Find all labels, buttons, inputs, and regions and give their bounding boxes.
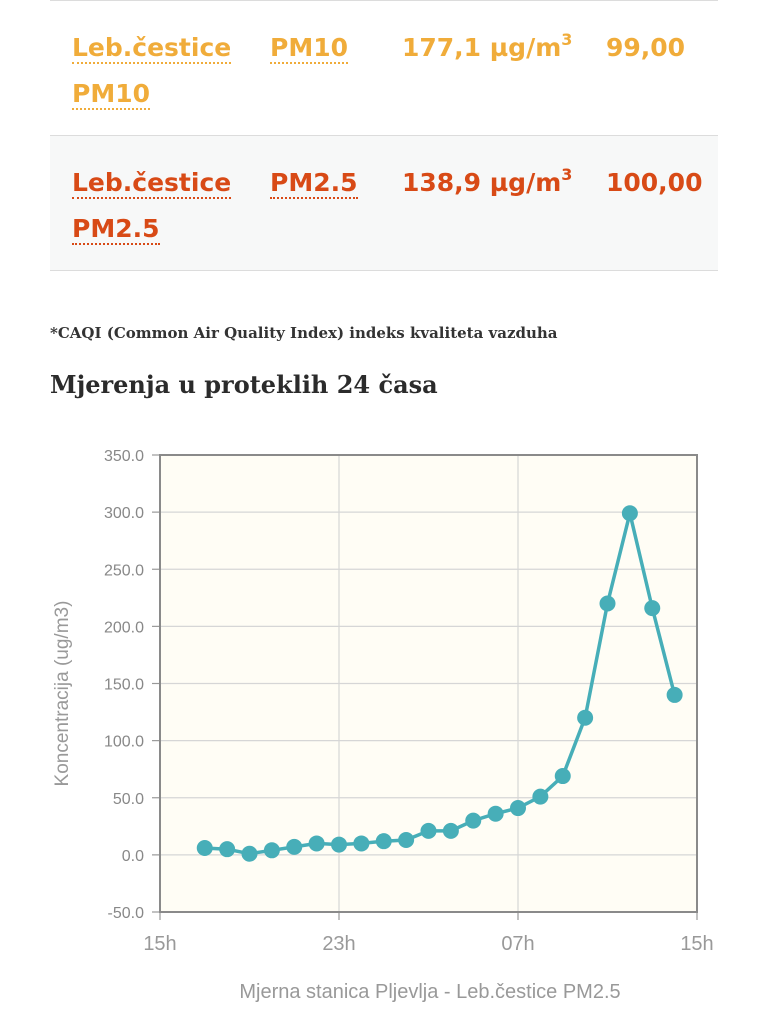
data-point[interactable] [353, 835, 370, 852]
data-point[interactable] [263, 842, 280, 859]
pollutant-table: Leb.čestice PM10 PM10 177,1 µg/m3 99,00 … [50, 0, 718, 271]
y-axis-label: Koncentracija (ug/m3) [52, 601, 73, 787]
data-point[interactable] [532, 788, 549, 805]
x-tick-label: 15h [143, 933, 176, 955]
data-point[interactable] [599, 595, 616, 612]
data-point[interactable] [465, 812, 482, 829]
y-tick-label: 200.0 [104, 619, 144, 636]
data-point[interactable] [219, 841, 236, 858]
series-line [204, 512, 677, 856]
pollutant-code-link[interactable]: PM10 [270, 33, 348, 64]
x-tick-label: 07h [501, 933, 534, 955]
y-tick-label: 0.0 [122, 848, 144, 865]
pollutant-index: 100,00 [606, 168, 703, 197]
caqi-note: *CAQI (Common Air Quality Index) indeks … [50, 324, 558, 342]
table-row: Leb.čestice PM2.5 PM2.5 138,9 µg/m3 100,… [50, 136, 718, 271]
x-tick-label: 23h [322, 933, 355, 955]
data-point[interactable] [577, 709, 594, 726]
y-tick-label: 300.0 [104, 505, 144, 522]
x-axis-label: Mjerna stanica Pljevlja - Leb.čestice PM… [239, 981, 620, 1003]
y-tick-label: 250.0 [104, 562, 144, 579]
pollutant-name-link[interactable]: Leb.čestice PM10 [72, 33, 232, 110]
data-point[interactable] [666, 686, 683, 703]
data-point[interactable] [644, 600, 661, 617]
series-points [196, 505, 683, 862]
y-tick-label: 350.0 [104, 448, 144, 465]
y-tick-label: -50.0 [108, 905, 145, 922]
data-point[interactable] [308, 835, 325, 852]
table-row: Leb.čestice PM10 PM10 177,1 µg/m3 99,00 [50, 1, 718, 136]
y-axis-ticks: -50.0 0.0 50.0 100.0 150.0 200.0 250.0 300.0 350… [104, 448, 160, 922]
x-tick-label: 15h [680, 933, 713, 955]
data-point[interactable] [621, 505, 638, 522]
data-point[interactable] [196, 840, 213, 857]
data-point[interactable] [420, 822, 437, 839]
plot-frame [159, 454, 698, 913]
y-tick-label: 50.0 [113, 791, 144, 808]
y-tick-label: 150.0 [104, 677, 144, 694]
pollutant-name-link[interactable]: Leb.čestice PM2.5 [72, 168, 232, 245]
data-point[interactable] [375, 833, 392, 850]
data-point[interactable] [487, 805, 504, 822]
pm25-line-chart: -50.0 0.0 50.0 100.0 150.0 200.0 250.0 300.0 350… [52, 448, 714, 1003]
data-point[interactable] [442, 822, 459, 839]
data-point[interactable] [510, 800, 526, 817]
pollutant-index: 99,00 [606, 33, 686, 62]
data-point[interactable] [331, 836, 347, 853]
pollutant-code-link[interactable]: PM2.5 [270, 168, 358, 199]
section-heading: Mjerenja u proteklih 24 časa [50, 370, 438, 399]
data-point[interactable] [554, 768, 571, 785]
data-point[interactable] [398, 832, 415, 849]
data-point[interactable] [241, 845, 258, 862]
pollutant-value: 177,1 µg/m3 [402, 29, 573, 62]
y-tick-label: 100.0 [104, 734, 144, 751]
pollutant-value: 138,9 µg/m3 [402, 164, 573, 197]
data-point[interactable] [286, 838, 303, 855]
x-axis-ticks: 15h 23h 07h 15h [143, 912, 714, 955]
